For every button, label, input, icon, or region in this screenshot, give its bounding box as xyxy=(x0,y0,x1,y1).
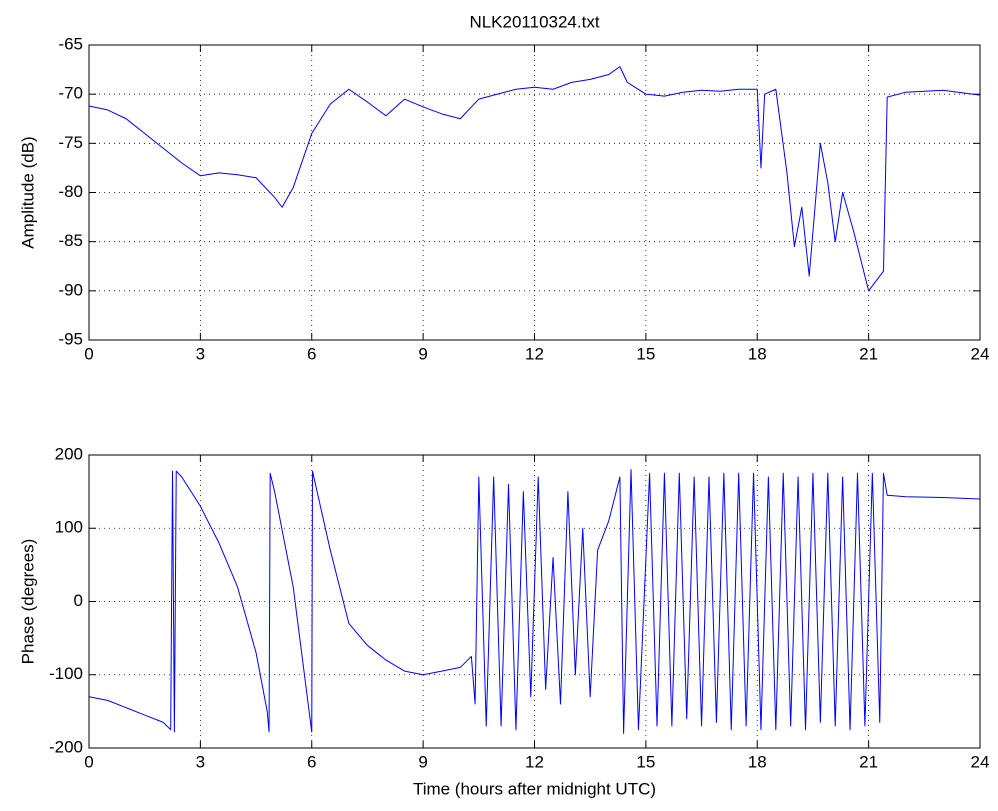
x-tick-label: 24 xyxy=(971,752,990,771)
x-tick-label: 15 xyxy=(636,344,655,363)
axes-box xyxy=(88,44,981,341)
x-tick-label: 12 xyxy=(525,752,544,771)
x-tick-label: 3 xyxy=(196,344,205,363)
y-tick-label: -65 xyxy=(58,34,83,53)
y-tick-label: -75 xyxy=(58,133,83,152)
x-tick-label: 21 xyxy=(859,344,878,363)
x-tick-label: 12 xyxy=(525,344,544,363)
x-tick-label: 0 xyxy=(84,344,93,363)
y-tick-label: -95 xyxy=(58,329,83,348)
chart-title: NLK20110324.txt xyxy=(469,12,599,31)
y-tick-label: -100 xyxy=(49,664,83,683)
x-tick-label: 9 xyxy=(418,344,427,363)
y-tick-label: 0 xyxy=(74,591,83,610)
x-tick-label: 18 xyxy=(748,344,767,363)
data-line xyxy=(88,469,981,734)
y-tick-label: 100 xyxy=(55,518,83,537)
x-axis-label: Time (hours after midnight UTC) xyxy=(413,779,656,798)
x-tick-label: 18 xyxy=(748,752,767,771)
x-tick-label: 9 xyxy=(418,752,427,771)
y-tick-label: -70 xyxy=(58,84,83,103)
y-tick-label: -90 xyxy=(58,280,83,299)
x-tick-label: 6 xyxy=(307,752,316,771)
x-tick-label: 21 xyxy=(859,752,878,771)
x-tick-label: 3 xyxy=(196,752,205,771)
x-tick-label: 15 xyxy=(636,752,655,771)
y-tick-label: -200 xyxy=(49,737,83,756)
x-tick-label: 0 xyxy=(84,752,93,771)
axes-box xyxy=(88,454,981,749)
y-tick-label: 200 xyxy=(55,444,83,463)
y-tick-label: -80 xyxy=(58,182,83,201)
x-tick-label: 24 xyxy=(971,344,990,363)
y-tick-label: -85 xyxy=(58,231,83,250)
y-axis-label: Amplitude (dB) xyxy=(18,136,37,248)
x-tick-label: 6 xyxy=(307,344,316,363)
y-axis-label: Phase (degrees) xyxy=(18,539,37,665)
data-line xyxy=(88,66,981,292)
